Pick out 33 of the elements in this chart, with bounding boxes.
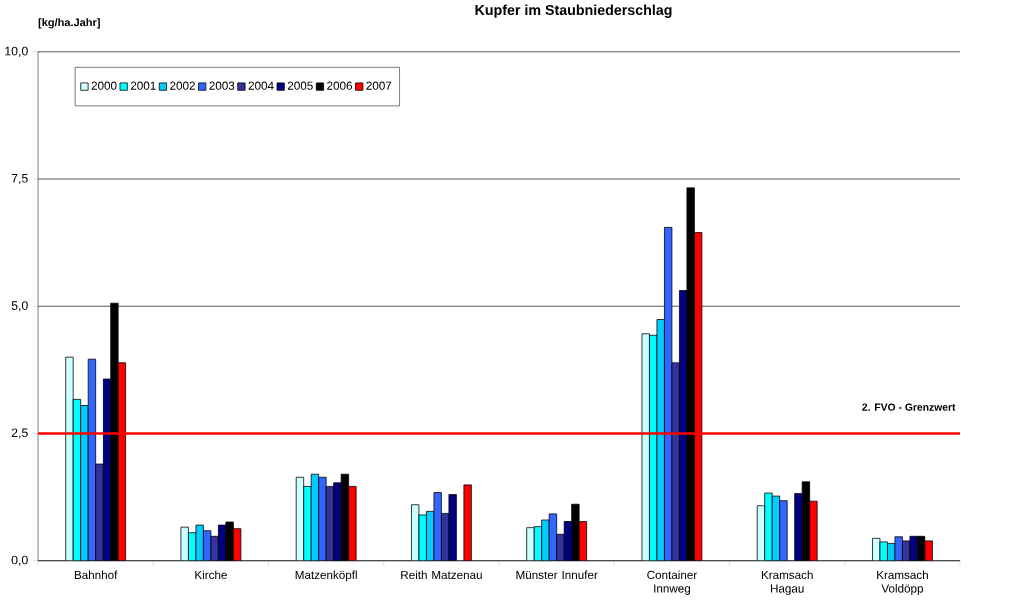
y-tick-label: 7,5 [11,174,28,185]
legend-label: 2001 [130,81,156,90]
bar [764,492,773,561]
y-tick-label: 10,0 [5,46,28,58]
chart-title: Kupfer im Staubniederschlag [475,4,672,19]
bar [333,482,342,561]
legend-label: 2006 [327,81,353,90]
y-axis-title: [kg/ha.Jahr] [38,18,100,29]
y-tick-label: 0,0 [11,555,28,566]
x-tick-label: Reith Matzenau [401,570,482,580]
x-tick-label: Kramsach Hagau [761,570,813,596]
legend-label: 2000 [91,81,117,90]
bar [526,527,535,561]
x-tick-label: Bahnhof [74,570,118,580]
x-tick-label: Münster Innufer [516,570,598,580]
y-tick-label: 2,5 [11,428,28,439]
legend-label: 2004 [248,81,274,90]
bar [65,356,74,561]
x-tick-label: Container Innweg [647,570,697,596]
bar [794,493,803,561]
bar [303,486,312,561]
bar [541,519,550,561]
x-tick-label: Kirche [195,570,227,580]
bar [80,405,89,561]
y-tick-label: 5,0 [11,301,28,312]
ref-line-label: 2. FVO - Grenzwert [862,403,956,411]
x-tick-label: Matzenköpfl [295,570,357,582]
x-tick-label: Kramsach Voldöpp [877,570,928,596]
bar [463,484,472,561]
legend-label: 2003 [209,81,235,90]
legend-label: 2005 [287,81,313,90]
legend-label: 2002 [170,81,195,90]
legend-label: 2007 [366,81,392,90]
